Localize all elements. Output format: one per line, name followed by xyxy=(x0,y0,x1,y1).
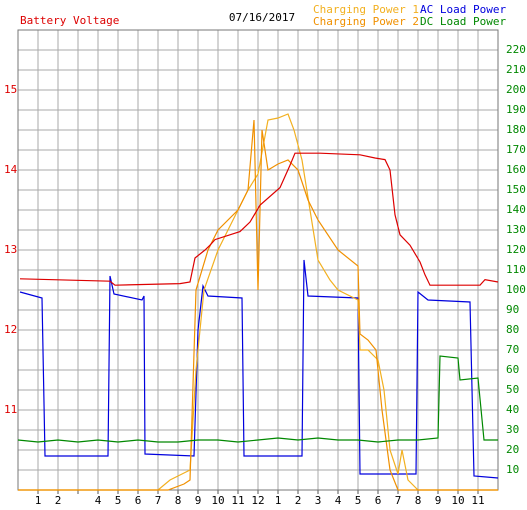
x-tick-label: 2 xyxy=(55,494,62,507)
x-tick-label: 7 xyxy=(155,494,162,507)
y-axis-label: Battery Voltage xyxy=(20,14,119,27)
x-tick-label: 2 xyxy=(295,494,302,507)
y2-tick-label: 160 xyxy=(506,163,526,176)
y2-tick-label: 120 xyxy=(506,243,526,256)
legend-label: Charging Power 2 xyxy=(313,15,419,28)
series-line xyxy=(18,119,498,491)
y2-tick-label: 140 xyxy=(506,203,526,216)
y-tick-label: 13 xyxy=(4,243,17,256)
x-tick-label: 8 xyxy=(175,494,182,507)
y2-tick-label: 150 xyxy=(506,183,526,196)
y2-tick-label: 190 xyxy=(506,103,526,116)
legend-label: DC Load Power xyxy=(420,15,506,28)
x-tick-label: 10 xyxy=(211,494,224,507)
x-tick-label: 3 xyxy=(315,494,322,507)
x-tick-label: 11 xyxy=(231,494,244,507)
x-tick-label: 6 xyxy=(375,494,382,507)
x-tick-label: 8 xyxy=(415,494,422,507)
y2-tick-label: 70 xyxy=(506,343,519,356)
y2-tick-label: 170 xyxy=(506,143,526,156)
y2-tick-label: 40 xyxy=(506,403,519,416)
x-tick-label: 5 xyxy=(115,494,122,507)
y2-tick-label: 80 xyxy=(506,323,519,336)
legend-label: AC Load Power xyxy=(420,3,506,16)
plot-border xyxy=(17,29,499,491)
x-tick-label: 4 xyxy=(95,494,102,507)
x-tick-label: 9 xyxy=(195,494,202,507)
y2-tick-label: 200 xyxy=(506,83,526,96)
y-tick-label: 14 xyxy=(4,163,18,176)
y-tick-label: 11 xyxy=(4,403,17,416)
series-line xyxy=(19,259,499,479)
y-tick-label: 15 xyxy=(4,83,17,96)
y-tick-label: 12 xyxy=(4,323,17,336)
x-tick-label: 6 xyxy=(135,494,142,507)
x-tick-label: 7 xyxy=(395,494,402,507)
chart-title: 07/16/2017 xyxy=(229,11,295,24)
x-tick-label: 5 xyxy=(355,494,362,507)
legend-label: Charging Power 1 xyxy=(313,3,419,16)
x-tick-label: 1 xyxy=(275,494,282,507)
y2-tick-label: 110 xyxy=(506,263,526,276)
y2-tick-label: 130 xyxy=(506,223,526,236)
series-line xyxy=(19,152,499,286)
series-line xyxy=(17,355,498,443)
y2-tick-label: 220 xyxy=(506,43,526,56)
y2-tick-label: 10 xyxy=(506,463,519,476)
x-tick-label: 12 xyxy=(251,494,264,507)
x-tick-label: 11 xyxy=(471,494,484,507)
y2-tick-label: 60 xyxy=(506,363,519,376)
x-tick-label: 10 xyxy=(451,494,464,507)
y2-tick-label: 30 xyxy=(506,423,519,436)
series-line xyxy=(18,113,498,491)
y2-tick-label: 210 xyxy=(506,63,526,76)
y2-tick-label: 180 xyxy=(506,123,526,136)
x-tick-label: 1 xyxy=(35,494,42,507)
y2-tick-label: 90 xyxy=(506,303,519,316)
y2-tick-label: 50 xyxy=(506,383,519,396)
x-tick-label: 4 xyxy=(335,494,342,507)
y2-tick-label: 20 xyxy=(506,443,519,456)
y2-tick-label: 100 xyxy=(506,283,526,296)
x-tick-label: 9 xyxy=(435,494,442,507)
